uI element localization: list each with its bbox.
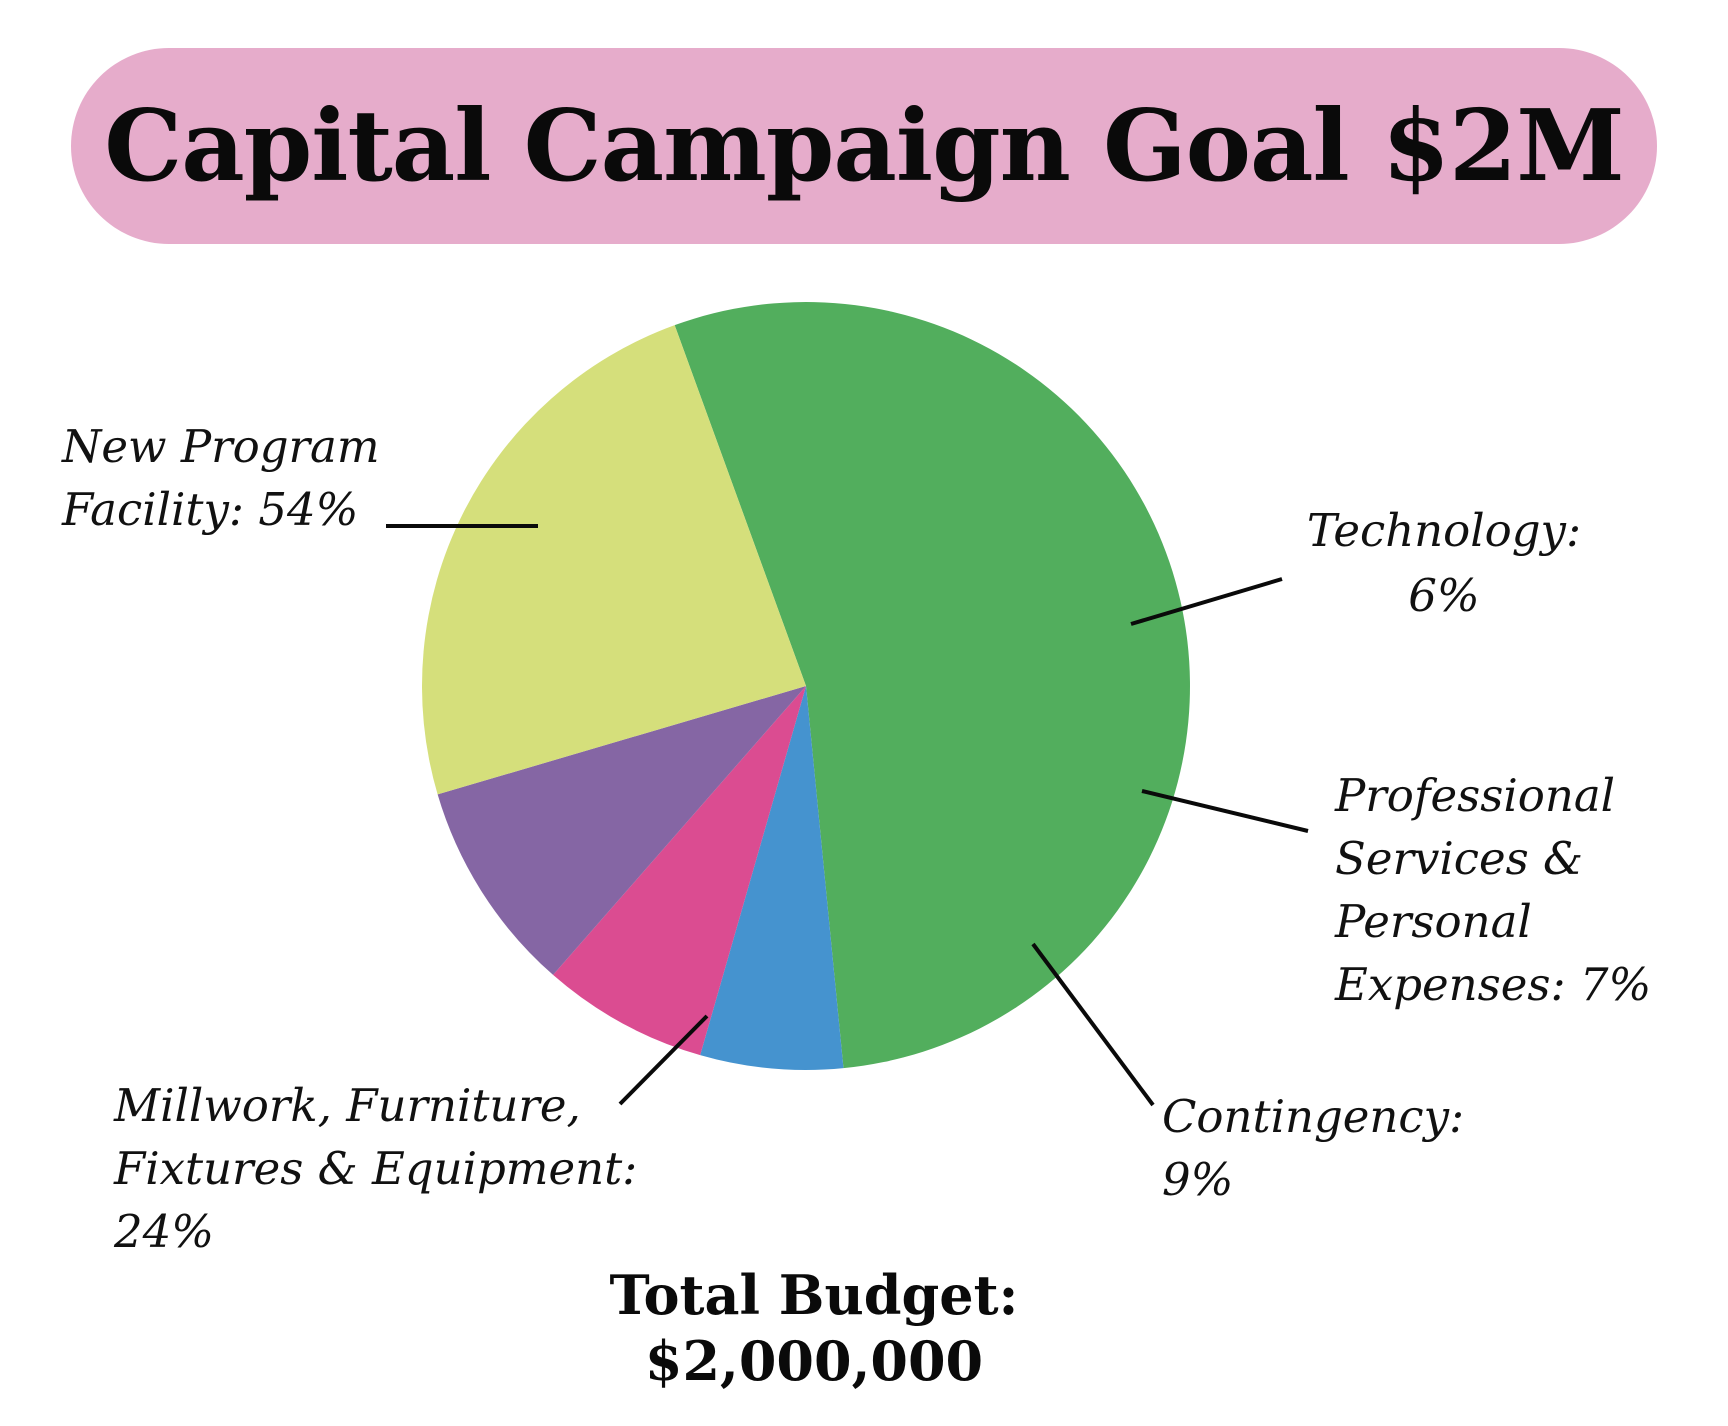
pie-slice-5 [421,325,806,795]
slice-label-3-line-1: Professional [1334,769,1615,822]
leader-line-4 [1031,942,1155,1107]
title-banner: Capital Campaign Goal $2M [71,48,1657,244]
slice-label-4-line-1: Contingency: [1162,1090,1464,1143]
chart-title: Capital Campaign Goal $2M [104,88,1624,204]
leader-line-3 [1141,789,1309,833]
leader-line-5 [618,1014,709,1106]
slice-label-5-line-1: Millwork, Furniture, [113,1079,581,1132]
total-budget-label: Total Budget: [609,1263,1019,1327]
slice-label-1-line-1: New Program [61,420,380,473]
pie-slice-3 [553,686,806,1056]
slice-label-2-line-2: 6% [1408,569,1479,622]
total-budget: Total Budget: $2,000,000 [564,1262,1064,1394]
slice-label-3-line-4: Expenses: 7% [1334,958,1651,1011]
slice-label-3-line-3: Personal [1334,895,1532,948]
leader-line-2 [1130,577,1283,626]
slice-label-5-line-2: Fixtures & Equipment: [113,1142,637,1195]
slice-label-5-line-3: 24% [113,1205,214,1258]
pie-slice-4 [437,686,806,975]
slice-label-4-line-2: 9% [1162,1153,1233,1206]
total-budget-value: $2,000,000 [644,1329,984,1393]
slice-label-2-line-1: Technology: [1307,504,1581,557]
pie-slice-1 [674,302,1190,1069]
slice-label-1-line-2: Facility: 54% [61,483,358,536]
pie-slice-2 [700,686,844,1071]
slice-label-3-line-2: Services & [1335,832,1583,885]
